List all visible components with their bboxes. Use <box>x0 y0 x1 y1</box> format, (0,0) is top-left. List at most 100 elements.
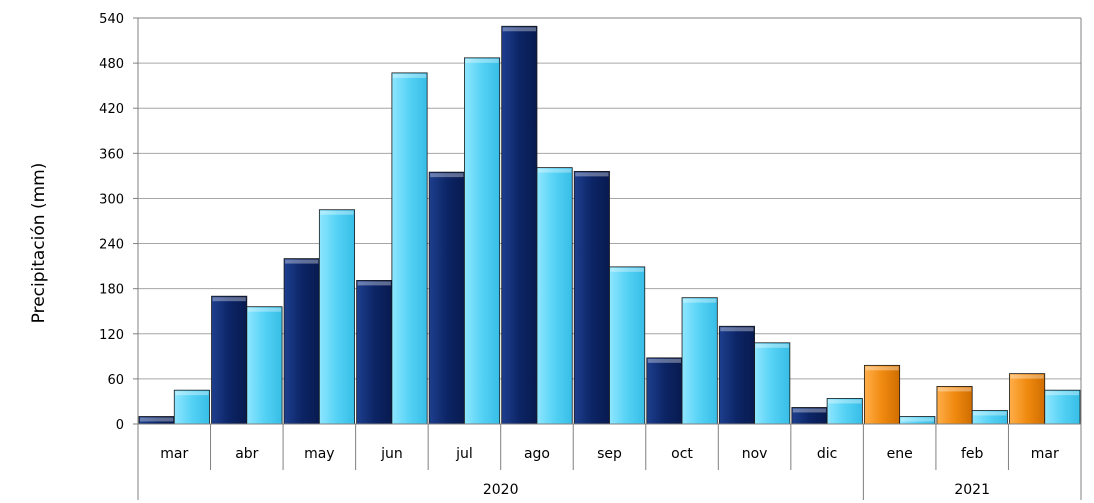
year-label: 2020 <box>483 482 519 498</box>
bar-series1 <box>428 171 465 425</box>
bar-bevel <box>828 399 862 404</box>
x-tick-label: abr <box>235 446 258 462</box>
bar-body <box>464 57 501 425</box>
bar-body <box>1044 389 1081 425</box>
bar-series2 <box>173 389 210 425</box>
bar-body <box>246 306 283 425</box>
bar-bevel <box>212 297 246 302</box>
bar-body <box>863 364 901 425</box>
bar-bevel <box>647 358 682 363</box>
bar-bevel <box>792 408 827 413</box>
y-tick-label: 240 <box>99 238 124 253</box>
x-tick-label: oct <box>671 446 693 462</box>
bar-bevel <box>247 307 282 312</box>
x-tick-label: ene <box>887 446 913 462</box>
bar-body <box>681 297 718 425</box>
y-tick-label: 120 <box>99 328 124 343</box>
bar-bevel <box>175 391 209 396</box>
x-tick-label: jul <box>455 446 473 462</box>
bar-body <box>391 72 428 425</box>
bar-bevel <box>537 168 572 173</box>
bar-series1 <box>863 364 901 425</box>
bar-series2 <box>681 297 718 425</box>
y-tick-label: 480 <box>99 57 124 72</box>
bar-body <box>428 171 465 425</box>
bar-series1 <box>936 386 973 425</box>
bar-bevel <box>973 411 1007 416</box>
bar-bevel <box>865 366 899 371</box>
x-tick-label: may <box>304 446 335 462</box>
x-tick-label: mar <box>160 446 188 462</box>
bar-bevel <box>285 259 319 264</box>
bar-series2 <box>609 266 646 425</box>
y-tick-label: 420 <box>99 102 124 117</box>
y-tick-label: 540 <box>99 12 124 27</box>
axes <box>133 17 1082 500</box>
bar-bevel <box>1045 391 1079 396</box>
bar-series2 <box>754 342 791 425</box>
x-tick-label: mar <box>1031 446 1059 462</box>
bar-body <box>646 357 683 425</box>
x-tick-label: jun <box>380 446 403 462</box>
bar-body <box>318 209 356 425</box>
bar-series1 <box>791 407 828 425</box>
bar-body <box>609 266 646 425</box>
bar-series2 <box>464 57 501 425</box>
bar-series1 <box>501 25 538 425</box>
bar-bevel <box>140 417 174 422</box>
bar-series1 <box>718 325 755 425</box>
axis-labels: 0 60 120 180 240 300 360 420 480 540 mar abr may jun j… <box>99 12 1059 498</box>
bar-bevel <box>575 172 609 177</box>
bar-series1 <box>138 416 175 425</box>
bar-bevel <box>900 417 934 422</box>
x-tick-label: feb <box>961 446 984 462</box>
x-tick-label: ago <box>524 446 550 462</box>
bar-body <box>173 389 210 425</box>
bar-bevel <box>610 267 644 272</box>
x-tick-label: sep <box>597 446 622 462</box>
bar-bevel <box>320 210 354 215</box>
bar-body <box>1009 373 1046 425</box>
y-tick-label: 60 <box>107 373 124 388</box>
y-tick-label: 360 <box>99 147 124 162</box>
bar-series2 <box>1044 389 1081 425</box>
x-tick-label: dic <box>817 446 837 462</box>
bar-bevel <box>937 387 972 392</box>
bar-bevel <box>357 281 391 286</box>
bar-body <box>501 25 538 425</box>
bar-body <box>936 386 973 425</box>
bar-series1 <box>646 357 683 425</box>
bar-series2 <box>971 410 1008 425</box>
year-label: 2021 <box>954 482 990 498</box>
bar-series2 <box>246 306 283 425</box>
bar-bevel <box>683 298 717 303</box>
bar-series1 <box>1009 373 1046 425</box>
y-axis-label: Precipitación (mm) <box>29 163 49 324</box>
y-tick-label: 0 <box>116 418 124 433</box>
bar-body <box>826 398 863 425</box>
bar-series1 <box>283 258 320 425</box>
x-tick-label: nov <box>742 446 768 462</box>
bar-body <box>573 170 610 425</box>
bar-bevel <box>1010 374 1044 379</box>
bar-series2 <box>318 209 356 425</box>
bar-body <box>754 342 791 425</box>
bar-series2 <box>391 72 428 425</box>
bar-bevel <box>755 343 789 348</box>
bar-body <box>718 325 755 425</box>
bar-bevel <box>720 327 754 332</box>
bar-body <box>356 279 393 425</box>
bar-series1 <box>573 170 610 425</box>
bar-series2 <box>899 416 936 425</box>
y-tick-label: 180 <box>99 283 124 298</box>
bar-bevel <box>465 58 499 63</box>
bar-body <box>211 295 248 425</box>
bar-bevel <box>430 173 464 178</box>
bar-series1 <box>211 295 248 425</box>
bar-bevel <box>392 73 427 78</box>
bar-series2 <box>826 398 863 425</box>
bar-body <box>536 167 573 425</box>
y-tick-label: 300 <box>99 192 124 207</box>
bar-bevel <box>502 27 536 32</box>
